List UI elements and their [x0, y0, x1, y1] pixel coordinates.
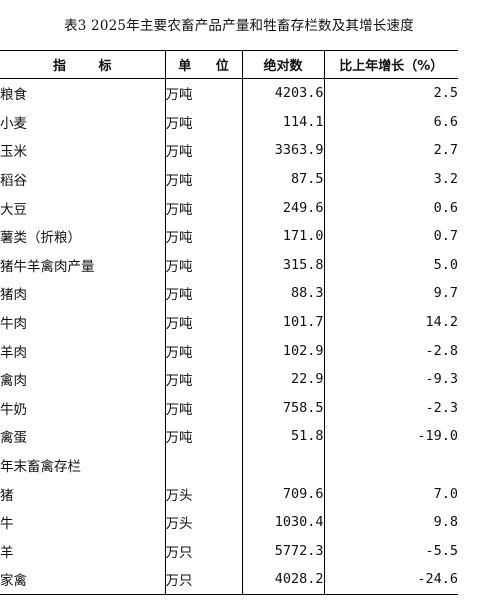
cell-unit: 万只 — [164, 565, 242, 595]
cell-unit: 万吨 — [164, 422, 242, 451]
cell-indicator: 年末畜禽存栏 — [0, 459, 81, 476]
cell-indicator: 羊 — [0, 544, 14, 561]
cell-value: 5772.3 — [241, 536, 324, 566]
cell-growth: 2.5 — [323, 78, 458, 108]
cell-indicator: 羊肉 — [0, 344, 27, 361]
cell-unit: 万吨 — [164, 107, 242, 137]
cell-growth: -24.6 — [323, 565, 458, 595]
cell-growth: 7.0 — [323, 479, 458, 508]
table-title: 表3 2025年主要农畜产品产量和牲畜存栏数及其增长速度 — [64, 18, 414, 34]
cell-indicator: 猪牛羊禽肉产量 — [0, 258, 95, 275]
cell-growth — [323, 450, 458, 480]
header-indicator: 指 标 — [0, 50, 165, 79]
table-header: 指 标 单 位 绝对数 比上年增长（%） — [0, 50, 458, 79]
cell-growth: 0.6 — [323, 193, 458, 222]
cell-unit: 万吨 — [164, 250, 242, 280]
table-row: 牛 万头 1030.4 9.8 — [0, 507, 458, 537]
cell-value: 1030.4 — [241, 507, 324, 537]
table-row: 粮食 万吨 4203.6 2.5 — [0, 78, 458, 108]
header-unit: 单 位 — [164, 50, 242, 79]
table-row: 牛肉 万吨 101.7 14.2 — [0, 307, 458, 337]
cell-indicator: 禽肉 — [0, 373, 27, 390]
cell-value: 758.5 — [241, 393, 324, 423]
table-row: 猪牛羊禽肉产量 万吨 315.8 5.0 — [0, 250, 458, 280]
table-row: 稻谷 万吨 87.5 3.2 — [0, 164, 458, 194]
cell-unit: 万吨 — [164, 336, 242, 365]
cell-unit: 万吨 — [164, 393, 242, 423]
cell-growth: -9.3 — [323, 364, 458, 394]
cell-indicator: 猪肉 — [0, 287, 27, 304]
table-row: 年末畜禽存栏 — [0, 450, 458, 480]
stats-table: 指 标 单 位 绝对数 比上年增长（%） 粮食 万吨 4203.6 2.5 小麦 万吨 11… — [0, 50, 458, 595]
cell-indicator: 禽蛋 — [0, 430, 27, 447]
table-row: 小麦 万吨 114.1 6.6 — [0, 107, 458, 137]
cell-indicator: 薯类（折粮） — [0, 230, 81, 247]
cell-indicator: 牛奶 — [0, 401, 27, 418]
cell-indicator: 大豆 — [0, 201, 27, 218]
cell-value: 709.6 — [241, 479, 324, 508]
header-value: 绝对数 — [241, 50, 324, 79]
cell-indicator: 粮食 — [0, 87, 27, 104]
cell-value: 51.8 — [241, 422, 324, 451]
cell-indicator: 玉米 — [0, 144, 27, 161]
table-row: 家禽 万只 4028.2 -24.6 — [0, 565, 458, 595]
table-row: 猪 万头 709.6 7.0 — [0, 479, 458, 508]
cell-growth: -2.3 — [323, 393, 458, 423]
cell-value: 4028.2 — [241, 565, 324, 595]
cell-unit: 万吨 — [164, 78, 242, 108]
cell-unit: 万吨 — [164, 307, 242, 337]
cell-unit: 万吨 — [164, 279, 242, 308]
cell-growth: 9.7 — [323, 279, 458, 308]
cell-indicator: 牛 — [0, 516, 14, 533]
table-row: 薯类（折粮） 万吨 171.0 0.7 — [0, 221, 458, 251]
cell-growth: -5.5 — [323, 536, 458, 566]
cell-value: 102.9 — [241, 336, 324, 365]
table-row: 禽肉 万吨 22.9 -9.3 — [0, 364, 458, 394]
cell-growth: 9.8 — [323, 507, 458, 537]
cell-value: 87.5 — [241, 164, 324, 194]
cell-value: 114.1 — [241, 107, 324, 137]
cell-value: 22.9 — [241, 364, 324, 394]
cell-unit: 万吨 — [164, 364, 242, 394]
cell-unit: 万吨 — [164, 193, 242, 222]
cell-unit: 万头 — [164, 507, 242, 537]
cell-unit: 万只 — [164, 536, 242, 566]
table-row: 大豆 万吨 249.6 0.6 — [0, 193, 458, 222]
table-row: 玉米 万吨 3363.9 2.7 — [0, 136, 458, 165]
cell-unit: 万吨 — [164, 136, 242, 165]
table-row: 羊肉 万吨 102.9 -2.8 — [0, 336, 458, 365]
cell-growth: 2.7 — [323, 136, 458, 165]
cell-growth: -19.0 — [323, 422, 458, 451]
cell-value: 315.8 — [241, 250, 324, 280]
cell-growth: 0.7 — [323, 221, 458, 251]
table-row: 牛奶 万吨 758.5 -2.3 — [0, 393, 458, 423]
cell-value: 4203.6 — [241, 78, 324, 108]
cell-value: 3363.9 — [241, 136, 324, 165]
cell-unit: 万吨 — [164, 164, 242, 194]
table-row: 羊 万只 5772.3 -5.5 — [0, 536, 458, 566]
cell-value: 171.0 — [241, 221, 324, 251]
header-row: 指 标 单 位 绝对数 比上年增长（%） — [0, 50, 458, 79]
cell-growth: 5.0 — [323, 250, 458, 280]
table-body: 粮食 万吨 4203.6 2.5 小麦 万吨 114.1 6.6 玉米 万吨 3363.9 2.7 稻谷… — [0, 78, 458, 595]
cell-growth: -2.8 — [323, 336, 458, 365]
cell-value: 88.3 — [241, 279, 324, 308]
cell-unit — [164, 450, 242, 480]
cell-unit: 万头 — [164, 479, 242, 508]
cell-growth: 6.6 — [323, 107, 458, 137]
header-growth: 比上年增长（%） — [323, 50, 458, 79]
cell-unit: 万吨 — [164, 221, 242, 251]
table-row: 猪肉 万吨 88.3 9.7 — [0, 279, 458, 308]
cell-growth: 3.2 — [323, 164, 458, 194]
cell-indicator: 稻谷 — [0, 173, 27, 190]
cell-growth: 14.2 — [323, 307, 458, 337]
cell-indicator: 小麦 — [0, 115, 27, 132]
cell-indicator: 牛肉 — [0, 316, 27, 333]
cell-indicator: 猪 — [0, 487, 14, 504]
cell-indicator: 家禽 — [0, 565, 165, 595]
cell-value: 101.7 — [241, 307, 324, 337]
cell-value: 249.6 — [241, 193, 324, 222]
cell-value — [241, 450, 324, 480]
table-row: 禽蛋 万吨 51.8 -19.0 — [0, 422, 458, 451]
